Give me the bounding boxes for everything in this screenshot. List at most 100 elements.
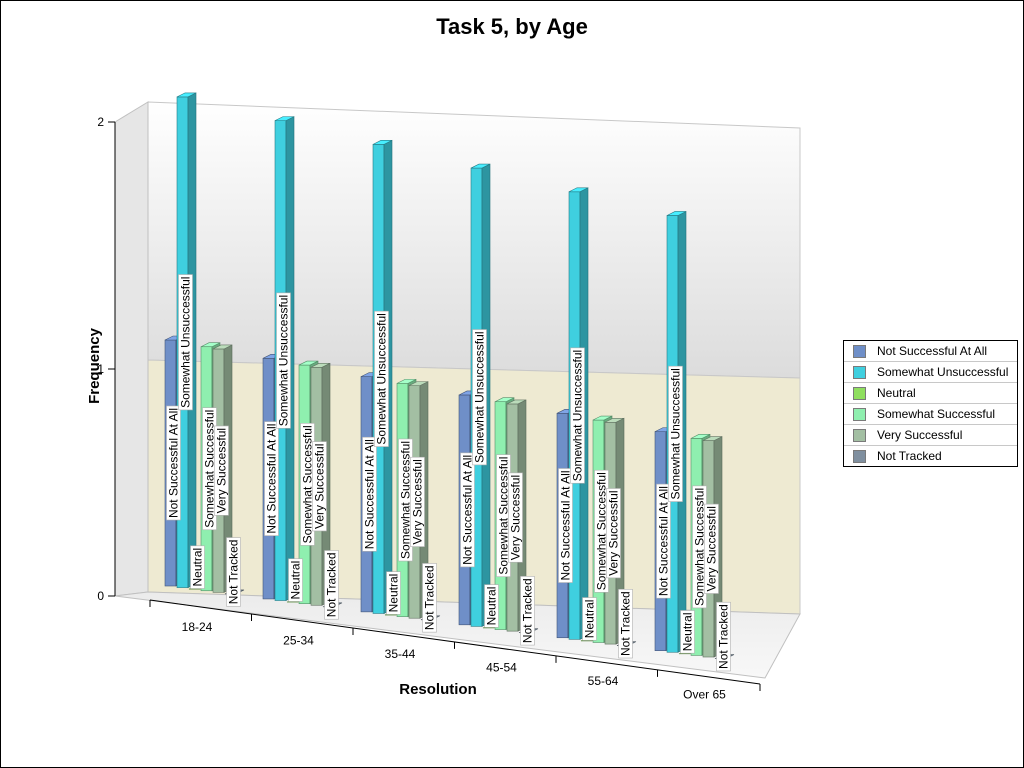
legend-swatch [853,449,866,463]
data-label-text: Not Successful At All [363,439,377,549]
data-label: Neutral [484,584,499,628]
side-wall [114,101,149,597]
data-label: Not Tracked [618,589,633,659]
data-label: Somewhat Successful [398,438,413,562]
data-label-text: Somewhat Unsuccessful [375,313,389,444]
data-label-text: Not Tracked [619,591,633,656]
x-tick-label: Over 65 [683,688,726,702]
data-label: Somewhat Unsuccessful [570,347,585,484]
data-label-text: Very Successful [607,490,621,575]
legend-swatch [853,407,866,421]
legend-label: Somewhat Successful [877,407,996,421]
data-label-text: Not Tracked [521,578,535,643]
legend-item: Not Successful At All [844,341,1017,361]
data-label-text: Neutral [681,613,695,652]
data-label: Not Tracked [324,550,339,620]
data-label: Neutral [190,545,205,589]
data-label: Very Successful [606,488,621,579]
data-label: Neutral [582,597,597,641]
data-label: Very Successful [410,456,425,547]
legend-swatch [853,428,866,442]
legend-swatch [853,386,866,400]
legend-item: Very Successful [844,424,1017,445]
x-tick-label: 45-54 [486,661,517,675]
data-label: Somewhat Successful [496,454,511,577]
data-label-text: Not Tracked [717,604,731,669]
data-label-text: Somewhat Successful [693,488,707,606]
data-label-text: Not Successful At All [167,408,181,518]
x-axis-ticks [149,600,761,691]
data-label-text: Somewhat Successful [203,410,217,528]
y-axis-title: Frequency [86,327,103,404]
x-tick-label: 18-24 [182,620,213,634]
data-label-text: Neutral [191,548,205,587]
data-label-text: Very Successful [215,428,229,513]
data-label-text: Somewhat Successful [497,457,511,575]
data-label: Not Tracked [422,563,437,633]
x-axis-title: Resolution [399,681,477,698]
data-label: Neutral [386,571,401,615]
data-label-text: Not Successful At All [657,486,671,596]
data-label-text: Somewhat Unsuccessful [473,332,487,463]
y-tick-label: 0 [97,589,104,603]
data-label-text: Very Successful [705,506,719,591]
data-label: Very Successful [508,472,523,563]
data-label: Somewhat Successful [202,407,217,531]
data-label-text: Not Successful At All [265,424,279,534]
data-label-text: Somewhat Successful [399,441,413,559]
x-tick-label: 55-64 [588,674,619,688]
data-label: Not Successful At All [362,436,377,552]
data-label-text: Neutral [485,587,499,626]
data-label-text: Not Tracked [325,553,339,618]
data-label: Somewhat Unsuccessful [472,329,487,466]
data-label-text: Not Successful At All [461,455,475,565]
data-label: Somewhat Unsuccessful [668,365,683,502]
data-label-text: Somewhat Unsuccessful [277,295,291,426]
data-label: Not Successful At All [558,468,573,583]
x-axis-categories: 18-24 25-34 35-44 45-54 55-64 Over 65 [182,620,727,702]
data-label-text: Somewhat Unsuccessful [669,368,683,499]
data-label: Very Successful [704,503,719,594]
data-label: Not Tracked [226,537,241,607]
data-label: Neutral [288,558,303,602]
legend-label: Not Tracked [877,449,942,463]
data-label: Not Successful At All [166,405,181,521]
data-label-text: Somewhat Unsuccessful [179,277,193,408]
data-label: Not Successful At All [460,452,475,568]
data-label: Somewhat Unsuccessful [276,292,291,429]
data-label-text: Somewhat Successful [595,472,609,590]
legend-label: Very Successful [877,428,963,442]
data-label: Not Tracked [716,601,731,672]
y-tick-label: 2 [97,115,104,129]
legend-item: Not Tracked [844,445,1017,466]
legend-label: Neutral [877,386,916,400]
x-tick-label: 25-34 [283,634,314,648]
data-label: Somewhat Successful [300,423,315,546]
legend-label: Not Successful At All [877,344,988,358]
data-label: Somewhat Unsuccessful [374,310,389,447]
legend-swatch [853,365,866,379]
legend-item: Somewhat Unsuccessful [844,361,1017,382]
data-label: Not Tracked [520,576,535,646]
data-label-text: Neutral [583,600,597,639]
legend: Not Successful At All Somewhat Unsuccessf… [843,340,1018,467]
chart-title: Task 5, by Age [436,14,588,39]
legend-item: Somewhat Successful [844,403,1017,424]
data-label: Somewhat Successful [692,485,707,609]
data-label: Somewhat Unsuccessful [178,274,193,411]
data-label-text: Neutral [289,561,303,600]
data-label-text: Neutral [387,574,401,613]
data-label-text: Very Successful [411,459,425,544]
data-label: Very Successful [312,441,327,532]
data-label-text: Somewhat Unsuccessful [571,350,585,481]
data-label-text: Somewhat Successful [301,425,315,543]
legend-item: Neutral [844,382,1017,403]
y-tick-label: 1 [97,362,104,376]
data-label-text: Not Tracked [423,565,437,630]
data-label: Not Successful At All [656,483,671,599]
data-label-text: Very Successful [313,444,327,529]
data-label-text: Not Tracked [227,540,241,605]
legend-swatch [853,344,866,358]
data-label: Not Successful At All [264,421,279,536]
data-label: Very Successful [214,425,229,516]
